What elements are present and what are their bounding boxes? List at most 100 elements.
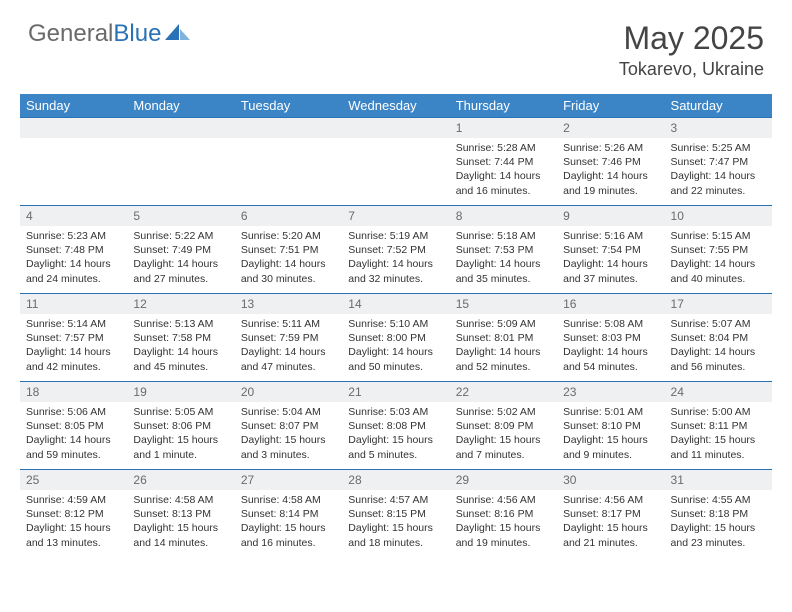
daylight-text-2: and 47 minutes.: [241, 360, 336, 374]
calendar-day-cell: 4 Sunrise: 5:23 AMSunset: 7:48 PMDaylight…: [20, 206, 127, 294]
daylight-text-1: Daylight: 14 hours: [26, 345, 121, 359]
day-number: 23: [557, 382, 664, 402]
calendar-week-row: 4 Sunrise: 5:23 AMSunset: 7:48 PMDaylight…: [20, 206, 772, 294]
sunrise-text: Sunrise: 5:19 AM: [348, 229, 443, 243]
day-number-empty: [127, 118, 234, 138]
sunset-text: Sunset: 7:49 PM: [133, 243, 228, 257]
daylight-text-2: and 27 minutes.: [133, 272, 228, 286]
day-info: Sunrise: 5:09 AMSunset: 8:01 PMDaylight:…: [450, 314, 557, 378]
day-info: Sunrise: 4:56 AMSunset: 8:17 PMDaylight:…: [557, 490, 664, 554]
day-info: Sunrise: 4:57 AMSunset: 8:15 PMDaylight:…: [342, 490, 449, 554]
day-info: Sunrise: 5:15 AMSunset: 7:55 PMDaylight:…: [665, 226, 772, 290]
weekday-header-row: SundayMondayTuesdayWednesdayThursdayFrid…: [20, 94, 772, 118]
sunset-text: Sunset: 7:46 PM: [563, 155, 658, 169]
daylight-text-2: and 30 minutes.: [241, 272, 336, 286]
daylight-text-2: and 56 minutes.: [671, 360, 766, 374]
day-number-empty: [342, 118, 449, 138]
daylight-text-2: and 24 minutes.: [26, 272, 121, 286]
day-number: 4: [20, 206, 127, 226]
day-info: Sunrise: 4:56 AMSunset: 8:16 PMDaylight:…: [450, 490, 557, 554]
day-number: 21: [342, 382, 449, 402]
sunrise-text: Sunrise: 5:28 AM: [456, 141, 551, 155]
sunrise-text: Sunrise: 5:25 AM: [671, 141, 766, 155]
daylight-text-2: and 19 minutes.: [563, 184, 658, 198]
daylight-text-2: and 52 minutes.: [456, 360, 551, 374]
daylight-text-2: and 37 minutes.: [563, 272, 658, 286]
daylight-text-2: and 59 minutes.: [26, 448, 121, 462]
sunset-text: Sunset: 8:04 PM: [671, 331, 766, 345]
sunrise-text: Sunrise: 5:07 AM: [671, 317, 766, 331]
day-info: Sunrise: 5:19 AMSunset: 7:52 PMDaylight:…: [342, 226, 449, 290]
day-number: 29: [450, 470, 557, 490]
sunrise-text: Sunrise: 5:23 AM: [26, 229, 121, 243]
daylight-text-2: and 40 minutes.: [671, 272, 766, 286]
day-number-empty: [235, 118, 342, 138]
daylight-text-1: Daylight: 14 hours: [563, 345, 658, 359]
daylight-text-2: and 32 minutes.: [348, 272, 443, 286]
day-number: 31: [665, 470, 772, 490]
day-number: 6: [235, 206, 342, 226]
daylight-text-2: and 50 minutes.: [348, 360, 443, 374]
calendar-week-row: 25Sunrise: 4:59 AMSunset: 8:12 PMDayligh…: [20, 470, 772, 558]
sunrise-text: Sunrise: 5:05 AM: [133, 405, 228, 419]
daylight-text-1: Daylight: 14 hours: [456, 345, 551, 359]
sunset-text: Sunset: 8:11 PM: [671, 419, 766, 433]
day-info: Sunrise: 5:10 AMSunset: 8:00 PMDaylight:…: [342, 314, 449, 378]
daylight-text-2: and 13 minutes.: [26, 536, 121, 550]
daylight-text-1: Daylight: 14 hours: [133, 345, 228, 359]
day-number: 18: [20, 382, 127, 402]
logo-text-general: General: [28, 20, 113, 47]
daylight-text-1: Daylight: 14 hours: [671, 169, 766, 183]
calendar-day-cell: [127, 118, 234, 206]
calendar-day-cell: 8Sunrise: 5:18 AMSunset: 7:53 PMDaylight…: [450, 206, 557, 294]
calendar-day-cell: 1Sunrise: 5:28 AMSunset: 7:44 PMDaylight…: [450, 118, 557, 206]
weekday-header: Tuesday: [235, 94, 342, 118]
day-info: Sunrise: 5:28 AMSunset: 7:44 PMDaylight:…: [450, 138, 557, 202]
logo-text-blue: Blue: [113, 20, 161, 47]
daylight-text-1: Daylight: 15 hours: [563, 521, 658, 535]
day-info: Sunrise: 5:07 AMSunset: 8:04 PMDaylight:…: [665, 314, 772, 378]
calendar-day-cell: 18Sunrise: 5:06 AMSunset: 8:05 PMDayligh…: [20, 382, 127, 470]
daylight-text-1: Daylight: 15 hours: [348, 521, 443, 535]
daylight-text-2: and 21 minutes.: [563, 536, 658, 550]
sunrise-text: Sunrise: 5:09 AM: [456, 317, 551, 331]
day-number: 12: [127, 294, 234, 314]
day-number: 25: [20, 470, 127, 490]
day-number: 5: [127, 206, 234, 226]
calendar-day-cell: 9Sunrise: 5:16 AMSunset: 7:54 PMDaylight…: [557, 206, 664, 294]
daylight-text-2: and 3 minutes.: [241, 448, 336, 462]
daylight-text-1: Daylight: 14 hours: [26, 257, 121, 271]
daylight-text-2: and 42 minutes.: [26, 360, 121, 374]
calendar-week-row: 11Sunrise: 5:14 AMSunset: 7:57 PMDayligh…: [20, 294, 772, 382]
daylight-text-2: and 18 minutes.: [348, 536, 443, 550]
calendar-day-cell: 10Sunrise: 5:15 AMSunset: 7:55 PMDayligh…: [665, 206, 772, 294]
day-number: 22: [450, 382, 557, 402]
sunset-text: Sunset: 7:48 PM: [26, 243, 121, 257]
daylight-text-1: Daylight: 15 hours: [133, 521, 228, 535]
daylight-text-1: Daylight: 14 hours: [348, 345, 443, 359]
day-number: 28: [342, 470, 449, 490]
calendar-day-cell: 21Sunrise: 5:03 AMSunset: 8:08 PMDayligh…: [342, 382, 449, 470]
sunrise-text: Sunrise: 5:15 AM: [671, 229, 766, 243]
sunset-text: Sunset: 8:10 PM: [563, 419, 658, 433]
daylight-text-1: Daylight: 15 hours: [671, 521, 766, 535]
daylight-text-1: Daylight: 14 hours: [241, 345, 336, 359]
month-title: May 2025: [619, 20, 764, 57]
sunset-text: Sunset: 7:57 PM: [26, 331, 121, 345]
day-info: Sunrise: 5:03 AMSunset: 8:08 PMDaylight:…: [342, 402, 449, 466]
calendar-day-cell: [342, 118, 449, 206]
daylight-text-2: and 16 minutes.: [456, 184, 551, 198]
day-info: Sunrise: 4:55 AMSunset: 8:18 PMDaylight:…: [665, 490, 772, 554]
sunset-text: Sunset: 8:08 PM: [348, 419, 443, 433]
daylight-text-1: Daylight: 15 hours: [241, 521, 336, 535]
calendar-day-cell: [235, 118, 342, 206]
calendar-day-cell: 17Sunrise: 5:07 AMSunset: 8:04 PMDayligh…: [665, 294, 772, 382]
day-info: Sunrise: 5:22 AMSunset: 7:49 PMDaylight:…: [127, 226, 234, 290]
calendar-day-cell: 13Sunrise: 5:11 AMSunset: 7:59 PMDayligh…: [235, 294, 342, 382]
calendar-day-cell: 26Sunrise: 4:58 AMSunset: 8:13 PMDayligh…: [127, 470, 234, 558]
sunrise-text: Sunrise: 5:01 AM: [563, 405, 658, 419]
calendar-table: SundayMondayTuesdayWednesdayThursdayFrid…: [20, 94, 772, 558]
calendar-day-cell: 25Sunrise: 4:59 AMSunset: 8:12 PMDayligh…: [20, 470, 127, 558]
calendar-day-cell: 2Sunrise: 5:26 AMSunset: 7:46 PMDaylight…: [557, 118, 664, 206]
daylight-text-1: Daylight: 15 hours: [133, 433, 228, 447]
